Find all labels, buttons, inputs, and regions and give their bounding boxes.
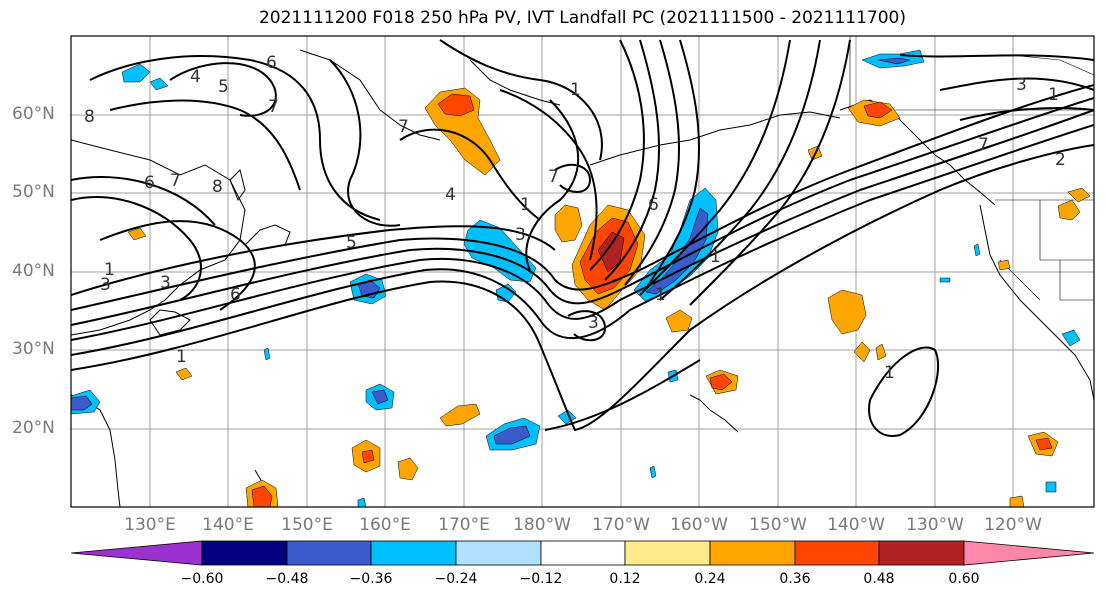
contour-label: 8 [84, 107, 95, 127]
contour-label: 1 [655, 285, 666, 305]
contour-label: 8 [212, 177, 223, 197]
colorbar-segment [455, 540, 542, 566]
contour-labels: 1 1 1 1 1 1 1 1 2 3 3 3 3 3 4 4 5 5 6 6 … [84, 53, 1066, 383]
contour-label: 2 [1055, 150, 1066, 170]
longitude-label: 130°E [124, 515, 176, 535]
contour-label: 6 [144, 173, 155, 193]
longitude-label: 150°W [749, 515, 807, 535]
longitude-label: 150°E [281, 515, 333, 535]
colorbar-tick-label: 0.36 [779, 571, 811, 587]
contour-label: 1 [710, 247, 721, 267]
colorbar-segment [878, 540, 965, 566]
colorbar-tick-label: −0.60 [180, 571, 224, 587]
contour-label: 1 [884, 363, 895, 383]
latitude-label: 50°N [12, 182, 55, 202]
longitude-label: 170°W [592, 515, 650, 535]
contour-label: 3 [515, 225, 526, 245]
contour-label: 7 [268, 97, 279, 117]
colorbar-tick-label: 0.48 [863, 571, 895, 587]
contour-label: 3 [588, 313, 599, 333]
contour-label: 7 [398, 117, 409, 137]
colorbar-segment [963, 540, 1095, 566]
longitude-label: 160°W [670, 515, 728, 535]
latitude-label: 20°N [12, 418, 55, 438]
contour-label: 7 [548, 167, 559, 187]
contour-label: 4 [445, 185, 456, 205]
pv-contours [71, 39, 1094, 437]
latitude-label: 60°N [12, 104, 55, 124]
contour-label: 1 [570, 80, 581, 100]
colorbar-segment [794, 540, 880, 566]
longitude-label: 170°E [438, 515, 490, 535]
pv-positive-shading [127, 87, 1091, 507]
colorbar-segment [370, 540, 457, 566]
colorbar-tick-label: 0.12 [609, 571, 641, 587]
contour-label: 4 [190, 67, 201, 87]
contour-label: 7 [978, 135, 989, 155]
longitude-label: 180°W [513, 515, 571, 535]
contour-label: 6 [648, 195, 659, 215]
colorbar-segment [286, 540, 372, 566]
colorbar-segment [201, 540, 288, 566]
map-border [70, 35, 1095, 508]
colorbar-segment [624, 540, 711, 566]
longitude-label: 120°W [984, 515, 1042, 535]
colorbar-tick-label: −0.48 [265, 571, 309, 587]
colorbar-tick-label: 0.24 [694, 571, 726, 587]
colorbar-tick-label: −0.12 [519, 571, 563, 587]
map-title: 2021111200 F018 250 hPa PV, IVT Landfall… [258, 8, 906, 28]
contour-label: 5 [218, 77, 229, 97]
contour-label: 3 [1016, 75, 1027, 95]
contour-label: 1 [520, 195, 531, 215]
contour-label: 1 [176, 347, 187, 367]
colorbar-segment [540, 540, 626, 566]
colorbar-segment [709, 540, 796, 566]
colorbar [70, 540, 1095, 566]
longitude-label: 140°W [827, 515, 885, 535]
latitude-label: 30°N [12, 339, 55, 359]
contour-label: 5 [346, 233, 357, 253]
contour-label: 6 [266, 53, 277, 73]
contour-label: 3 [100, 275, 111, 295]
contour-label: 6 [230, 285, 241, 305]
contour-label: 1 [104, 260, 115, 280]
contour-label: 7 [170, 171, 181, 191]
colorbar-tick-label: 0.60 [948, 571, 980, 587]
colorbar-tick-label: −0.24 [434, 571, 478, 587]
longitude-label: 160°E [359, 515, 411, 535]
longitude-label: 140°E [202, 515, 254, 535]
colorbar-tick-label: −0.36 [349, 571, 393, 587]
contour-label: 3 [160, 273, 171, 293]
latitude-label: 40°N [12, 261, 55, 281]
longitude-label: 130°W [906, 515, 964, 535]
contour-label: 1 [1048, 85, 1059, 105]
colorbar-segment [70, 540, 203, 566]
